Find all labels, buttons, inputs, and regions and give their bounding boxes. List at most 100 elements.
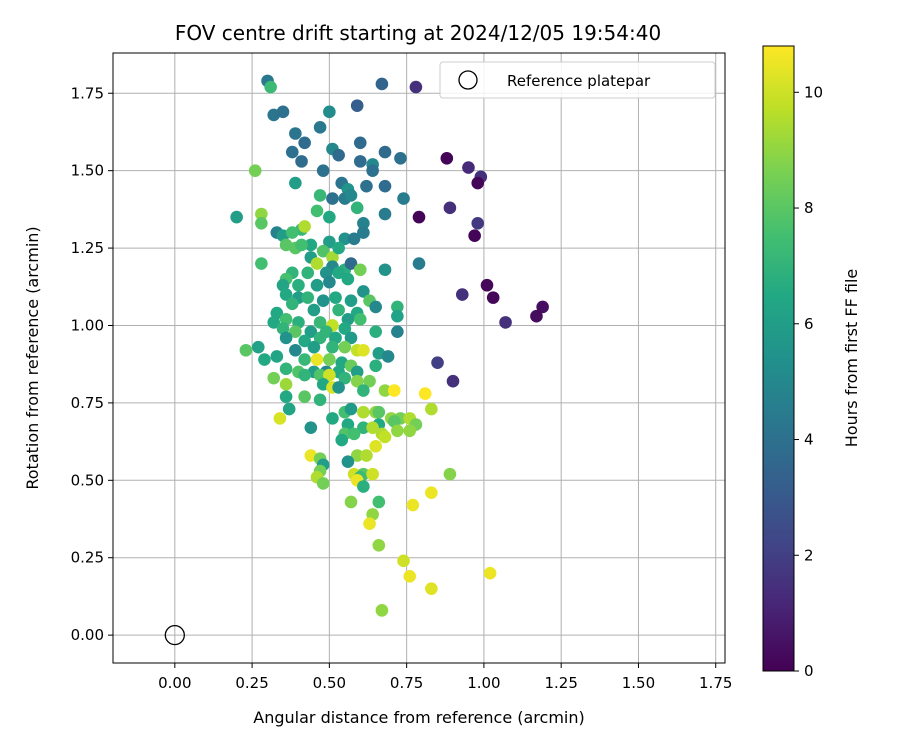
- scatter-point: [375, 604, 389, 617]
- x-tick-label: 1.75: [699, 674, 732, 692]
- scatter-point: [353, 312, 367, 326]
- y-tick-label: 1.75: [71, 84, 104, 102]
- x-tick-label: 1.50: [622, 674, 655, 692]
- scatter-point: [440, 151, 454, 165]
- scatter-point: [323, 275, 336, 289]
- scatter-point: [298, 136, 311, 150]
- scatter-point: [431, 356, 444, 369]
- scatter-point: [323, 353, 336, 366]
- plot-frame: [112, 52, 726, 664]
- scatter-point: [366, 467, 379, 481]
- legend-label: Reference platepar: [507, 72, 651, 90]
- scatter-point: [353, 263, 367, 277]
- scatter-point: [369, 359, 383, 373]
- scatter-point: [335, 433, 349, 447]
- scatter-point: [304, 421, 318, 434]
- scatter-point: [344, 294, 358, 308]
- colorbar-tick-label: 4: [804, 431, 814, 449]
- scatter-point: [255, 217, 268, 230]
- scatter-point: [295, 238, 308, 252]
- scatter-point: [391, 325, 404, 338]
- scatter-point: [350, 99, 364, 112]
- y-tick-label: 1.25: [71, 239, 104, 257]
- scatter-point: [363, 517, 376, 530]
- y-tick-label: 0.75: [71, 394, 104, 412]
- scatter-point: [350, 365, 364, 379]
- scatter-point: [230, 210, 243, 224]
- scatter-point: [267, 316, 281, 329]
- scatter-point: [418, 387, 432, 400]
- scatter-point: [378, 430, 392, 444]
- scatter-point: [378, 179, 392, 193]
- scatter-point: [394, 151, 407, 165]
- scatter-point: [446, 374, 460, 388]
- scatter-point: [292, 278, 305, 292]
- scatter-point: [372, 495, 386, 509]
- scatter-point: [304, 238, 318, 252]
- scatter-point: [332, 148, 345, 162]
- chart-title: FOV centre drift starting at 2024/12/05 …: [175, 21, 661, 45]
- scatter-point: [412, 210, 426, 224]
- scatter-point: [310, 278, 324, 292]
- scatter-point: [313, 121, 327, 134]
- scatter-point: [326, 412, 339, 425]
- scatter-point: [357, 343, 370, 357]
- reference-point: [164, 624, 185, 646]
- scatter-point: [350, 201, 364, 215]
- scatter-point: [255, 207, 268, 221]
- scatter-point: [295, 155, 308, 168]
- scatter-point: [313, 331, 327, 345]
- scatter-point: [239, 343, 253, 357]
- scatter-point: [307, 303, 321, 317]
- scatter-point: [536, 300, 549, 314]
- colorbar-tick-label: 10: [804, 83, 823, 101]
- scatter-point: [357, 405, 370, 419]
- scatter-point: [391, 300, 404, 314]
- scatter-point: [279, 331, 293, 345]
- scatter-point: [350, 449, 364, 462]
- scatter-point: [313, 189, 327, 202]
- scatter-point: [313, 393, 327, 407]
- scatter-point: [360, 179, 373, 193]
- scatter-point: [279, 378, 293, 391]
- colorbar-label: Hours from first FF file: [842, 269, 861, 448]
- scatter-point: [255, 257, 268, 270]
- colorbar-tick-label: 8: [804, 199, 814, 217]
- scatter-point: [289, 343, 302, 357]
- scatter-point: [285, 145, 299, 159]
- scatter-point: [326, 251, 339, 264]
- scatter-point: [276, 105, 290, 119]
- scatter-point: [357, 480, 370, 493]
- scatter-point: [338, 371, 352, 385]
- scatter-point: [471, 176, 485, 190]
- scatter-point: [289, 325, 302, 338]
- scatter-point: [332, 381, 345, 394]
- scatter-point: [323, 105, 336, 119]
- colorbar-tick-label: 2: [804, 546, 814, 564]
- scatter-point: [323, 368, 336, 382]
- scatter-point: [285, 297, 299, 311]
- reference-marker: [164, 624, 185, 646]
- scatter-point: [329, 291, 342, 304]
- x-tick-label: 0.50: [313, 674, 346, 692]
- colorbar-tick-label: 0: [804, 662, 814, 680]
- scatter-point: [357, 421, 370, 434]
- x-tick-label: 0.25: [235, 674, 268, 692]
- scatter-point: [357, 285, 370, 298]
- scatter-point: [425, 486, 438, 499]
- scatter-point: [378, 263, 392, 277]
- scatter-point: [251, 340, 265, 354]
- scatter-point: [344, 331, 358, 345]
- scatter-point: [282, 402, 296, 416]
- scatter-point: [480, 278, 494, 292]
- scatter-point: [316, 164, 330, 177]
- scatter-point: [326, 340, 339, 354]
- grid: [113, 53, 725, 663]
- colorbar-tick-label: 6: [804, 315, 814, 333]
- scatter-point: [341, 272, 355, 286]
- scatter-point: [397, 192, 410, 205]
- scatter-point: [468, 229, 481, 242]
- scatter-point: [369, 325, 383, 338]
- colorbar: 0 2 4 6 8 10 Hours from first FF file: [762, 45, 861, 680]
